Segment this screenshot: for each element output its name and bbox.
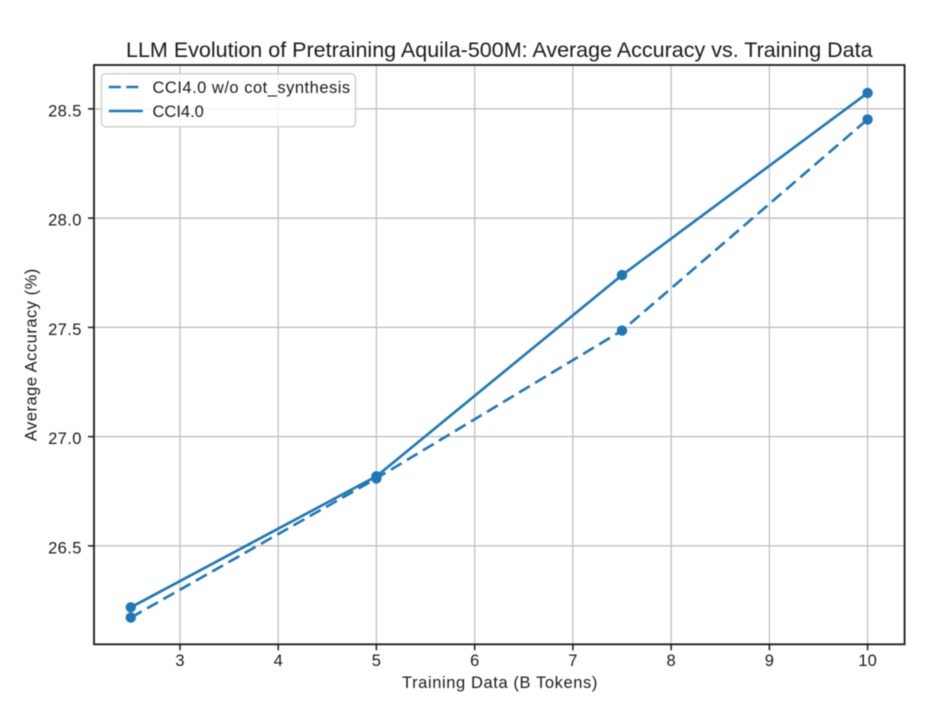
- svg-text:26.5: 26.5: [48, 539, 82, 557]
- svg-text:Training Data (B Tokens): Training Data (B Tokens): [402, 674, 598, 692]
- svg-text:6: 6: [470, 652, 479, 670]
- svg-text:28.0: 28.0: [48, 212, 82, 230]
- svg-text:CCI4.0 w/o cot_synthesis: CCI4.0 w/o cot_synthesis: [153, 79, 351, 97]
- svg-text:CCI4.0: CCI4.0: [153, 103, 204, 121]
- svg-text:LLM Evolution of Pretraining A: LLM Evolution of Pretraining Aquila-500M…: [126, 38, 873, 62]
- svg-text:Average Accuracy (%): Average Accuracy (%): [22, 268, 40, 441]
- svg-text:5: 5: [372, 652, 381, 670]
- svg-text:27.5: 27.5: [48, 321, 82, 339]
- svg-text:4: 4: [274, 652, 283, 670]
- svg-text:9: 9: [765, 652, 774, 670]
- svg-text:8: 8: [667, 652, 676, 670]
- svg-text:7: 7: [568, 652, 577, 670]
- svg-text:10: 10: [858, 652, 876, 670]
- svg-text:28.5: 28.5: [48, 102, 82, 120]
- svg-text:3: 3: [175, 652, 184, 670]
- svg-text:27.0: 27.0: [48, 430, 82, 448]
